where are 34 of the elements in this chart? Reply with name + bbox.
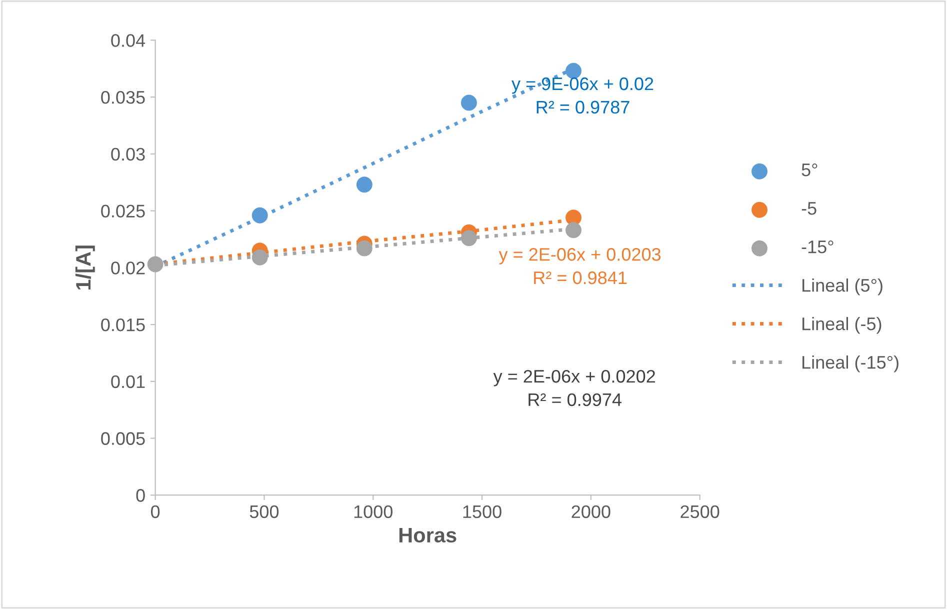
legend-label: Lineal (-15°)	[802, 355, 898, 372]
y-tick-label: 0.015	[101, 318, 145, 332]
y-tick-label: 0.035	[101, 90, 145, 104]
point	[460, 230, 477, 246]
y-axis-title: 1/[A]	[75, 246, 95, 290]
y-tick-label: 0.005	[101, 432, 145, 445]
legend-label: Lineal (5°)	[802, 278, 882, 296]
point	[252, 207, 268, 224]
point	[460, 94, 477, 111]
point	[356, 240, 372, 256]
x-tick-label: 2500	[680, 505, 720, 518]
x-axis-title: Horas	[399, 528, 456, 543]
x-tick-label: 2000	[572, 505, 610, 518]
point	[147, 256, 164, 272]
legend-label: -15°	[802, 240, 834, 254]
x-tick-label: 500	[250, 505, 279, 518]
y-tick-label: 0.025	[101, 204, 145, 218]
legend-label: Lineal (-5)	[802, 316, 882, 334]
x-tick-label: 1500	[463, 505, 502, 518]
annotation: y = 2E-06x + 0.0203 R² = 0.9841	[498, 248, 661, 284]
y-tick-label: 0	[136, 489, 145, 502]
x-tick-label: 0	[150, 505, 160, 518]
annotation: y = 9E-06x + 0.02 R² = 0.9787	[512, 77, 654, 114]
y-tick-label: 0.02	[111, 262, 145, 274]
point	[356, 176, 372, 193]
y-tick-label: 0.03	[111, 148, 145, 161]
point	[252, 249, 268, 266]
legend-label: -5	[802, 202, 816, 215]
x-tick-label: 1000	[354, 505, 392, 518]
annotation: y = 2E-06x + 0.0202 R² = 0.9974	[493, 370, 655, 406]
point	[566, 222, 582, 238]
y-tick-label: 0.04	[111, 34, 146, 47]
y-tick-label: 0.01	[111, 375, 145, 388]
legend-label: 5°	[802, 163, 818, 176]
